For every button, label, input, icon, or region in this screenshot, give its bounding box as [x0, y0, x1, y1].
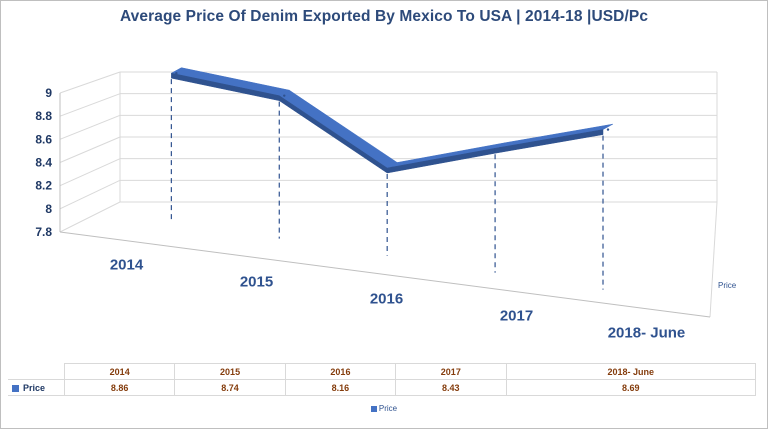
y-tick-label: 7.8 [35, 225, 52, 239]
y-tick-label: 8.4 [35, 156, 52, 170]
y-tick-label: 8.2 [35, 179, 52, 193]
x-category-label: 2015 [240, 274, 273, 291]
side-gridline [59, 136, 121, 163]
chart-title: Average Price Of Denim Exported By Mexic… [119, 8, 649, 25]
depth-axis-label: Price [718, 281, 737, 290]
data-point [283, 94, 286, 97]
data-point [606, 128, 610, 131]
x-axis-categories: 2014 2015 2016 2017 2018- June [110, 257, 685, 342]
table-header-2016: 2016 [284, 363, 397, 380]
y-tick-label: 8.8 [35, 109, 52, 123]
x-category-label: 2017 [500, 308, 533, 325]
ribbon-front-face [386, 147, 496, 174]
x-category-label: 2016 [370, 291, 403, 308]
y-tick-label: 9 [45, 86, 52, 100]
data-table: 2014 2015 2016 2017 2018- June Price 8.8… [8, 363, 756, 396]
side-gridline [59, 201, 121, 233]
x-axis-line [59, 231, 711, 318]
data-table-price-row: Price 8.86 8.74 8.16 8.43 8.69 [8, 379, 756, 396]
price-swatch-icon [12, 384, 19, 392]
chart-legend: Price [0, 404, 768, 413]
drop-lines [170, 79, 604, 290]
y-tick-label: 8 [45, 202, 52, 216]
legend-label: Price [378, 404, 398, 413]
data-table-header-row: 2014 2015 2016 2017 2018- June [8, 363, 756, 380]
data-point [175, 71, 178, 75]
row-label-text: Price [23, 382, 46, 393]
table-value-2014: 8.86 [63, 379, 176, 396]
legend-swatch-icon [370, 405, 377, 412]
table-header-2014: 2014 [63, 363, 176, 380]
y-axis-ticks: 7.8 8 8.2 8.4 8.6 8.8 9 [35, 86, 52, 239]
table-header-2015: 2015 [174, 363, 286, 380]
table-value-2015: 8.74 [174, 379, 286, 396]
chart-axes [59, 93, 711, 318]
price-ribbon [170, 67, 614, 174]
data-table-corner [8, 363, 65, 380]
data-point [498, 147, 502, 150]
ribbon-top-face [278, 89, 398, 169]
x-category-label: 2018- June [608, 325, 686, 342]
data-table-row-label: Price [8, 379, 65, 396]
x-category-label: 2014 [110, 257, 144, 274]
side-gridline [59, 71, 121, 94]
ribbon-top-face [387, 142, 506, 169]
side-gridline [59, 179, 121, 210]
chart-grid [59, 71, 718, 318]
chart-area: 7.8 8 8.2 8.4 8.6 8.8 9 2014 2015 2016 2017 2018- … [35, 67, 737, 342]
ribbon-front-face [494, 129, 604, 154]
data-point [390, 166, 394, 170]
side-gridline [59, 114, 121, 140]
side-gridline [59, 158, 121, 187]
side-gridline [59, 93, 121, 117]
table-value-2018-june: 8.69 [505, 379, 756, 396]
table-value-2017: 8.43 [395, 379, 507, 396]
ribbon-front-face [279, 95, 388, 174]
table-header-2017: 2017 [395, 363, 507, 380]
table-header-2018-june: 2018- June [505, 363, 756, 380]
floor-right-edge [709, 201, 718, 318]
y-tick-label: 8.6 [35, 132, 52, 146]
table-value-2016: 8.16 [284, 379, 397, 396]
